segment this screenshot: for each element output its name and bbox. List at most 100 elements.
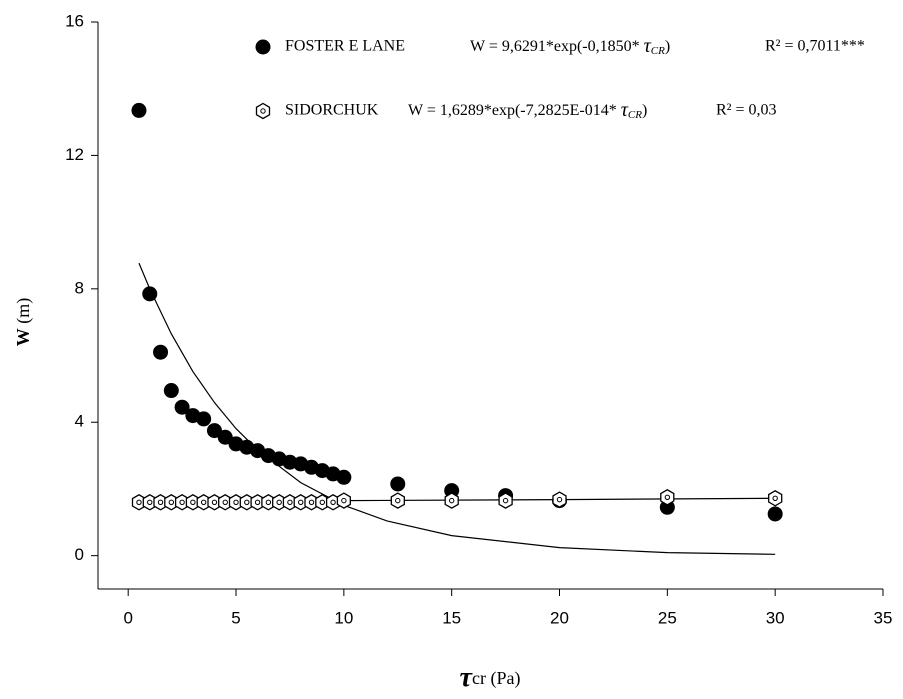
- legend-label: FOSTER E LANE: [285, 38, 405, 55]
- marker-dot: [448, 497, 455, 504]
- marker-dot: [772, 495, 778, 501]
- point-hexagon: [315, 494, 330, 511]
- marker-dot: [276, 499, 282, 505]
- point-circle: [142, 286, 158, 302]
- marker-shape: [659, 499, 675, 515]
- marker-dot: [260, 108, 266, 114]
- marker-shape: [255, 39, 271, 55]
- x-tick-label: 5: [231, 608, 240, 627]
- marker-shape: [444, 483, 460, 499]
- point-hexagon: [239, 494, 254, 511]
- marker-dot: [330, 499, 336, 505]
- marker-dot: [287, 499, 293, 505]
- marker-dot: [254, 499, 261, 505]
- legend-equation: W = 9,6291*exp(-0,1850* τCR): [470, 35, 670, 57]
- point-hexagon: [293, 494, 308, 511]
- point-hexagon: [282, 494, 298, 511]
- point-circle: [217, 429, 233, 445]
- x-axis-label: τcr (Pa): [460, 662, 521, 693]
- marker-shape: [131, 102, 147, 118]
- point-hexagon: [768, 490, 783, 507]
- equation-part: W = 1,6289*exp(-7,2825E-014*: [408, 102, 621, 119]
- marker-shape: [163, 383, 179, 399]
- y-tick-label: 12: [65, 145, 84, 164]
- point-circle: [390, 476, 406, 492]
- y-tick-label: 16: [65, 11, 84, 30]
- x-tick-label: 10: [334, 608, 353, 627]
- marker-dot: [157, 499, 164, 505]
- marker-dot: [308, 499, 315, 505]
- marker-dot: [265, 499, 272, 505]
- point-circle: [444, 483, 460, 499]
- marker-dot: [190, 499, 196, 505]
- point-circle: [163, 383, 179, 399]
- marker-dot: [319, 499, 325, 505]
- marker-dot: [168, 499, 175, 505]
- legend-equation: W = 1,6289*exp(-7,2825E-014* τCR): [408, 99, 647, 121]
- y-axis-label-main: W: [13, 328, 33, 346]
- marker-shape: [206, 423, 222, 439]
- legend-r2: R² = 0,7011***: [765, 38, 865, 55]
- point-hexagon: [207, 494, 222, 511]
- point-circle: [131, 102, 147, 118]
- marker-dot: [200, 499, 207, 505]
- y-axis-label: W (m): [13, 298, 34, 347]
- point-circle: [255, 39, 271, 55]
- equation-part: W = 9,6291*exp(-0,1850*: [470, 38, 644, 55]
- x-tick-label: 30: [766, 608, 785, 627]
- point-hexagon: [552, 491, 567, 508]
- point-circle: [336, 469, 352, 485]
- equation-part: ): [642, 102, 647, 119]
- marker-shape: [336, 469, 352, 485]
- marker-shape: [153, 344, 169, 360]
- point-hexagon: [336, 492, 351, 509]
- marker-shape: [767, 506, 783, 522]
- marker-dot: [664, 494, 671, 500]
- x-tick-label: 20: [550, 608, 569, 627]
- marker-dot: [244, 499, 250, 505]
- point-hexagon: [444, 492, 459, 509]
- legend-label: SIDORCHUK: [285, 102, 379, 119]
- marker-shape: [390, 476, 406, 492]
- marker-dot: [341, 497, 347, 504]
- legend-r2: R² = 0,03: [716, 102, 777, 119]
- point-hexagon: [498, 492, 513, 509]
- y-tick-label: 4: [75, 412, 84, 431]
- marker-dot: [211, 499, 218, 505]
- point-hexagon: [164, 494, 179, 511]
- point-circle: [206, 423, 222, 439]
- equation-part: CR: [651, 45, 665, 57]
- equation-part: τ: [621, 99, 629, 121]
- equation-part: CR: [628, 109, 642, 121]
- marker-shape: [217, 429, 233, 445]
- x-tick-label: 15: [442, 608, 461, 627]
- marker-shape: [142, 286, 158, 302]
- point-hexagon: [660, 489, 675, 506]
- marker-dot: [222, 499, 228, 505]
- marker-dot: [233, 499, 239, 505]
- point-circle: [767, 506, 783, 522]
- x-tick-label: 35: [874, 608, 893, 627]
- y-axis-label-unit: (m): [13, 298, 34, 329]
- x-axis-label-rest: cr (Pa): [472, 668, 520, 689]
- point-hexagon: [390, 492, 405, 509]
- x-axis-label-symbol: τ: [460, 662, 474, 693]
- marker-dot: [556, 496, 563, 503]
- equation-part: ): [665, 38, 670, 55]
- point-circle: [174, 399, 190, 415]
- marker-dot: [179, 499, 185, 505]
- marker-shape: [174, 399, 190, 415]
- marker-dot: [136, 499, 142, 505]
- marker-dot: [298, 499, 304, 505]
- x-tick-label: 25: [658, 608, 677, 627]
- fit-line: [138, 262, 776, 555]
- equation-part: τ: [644, 35, 652, 57]
- y-tick-label: 8: [75, 278, 84, 297]
- marker-dot: [147, 499, 153, 505]
- point-circle: [659, 499, 675, 515]
- marker-dot: [395, 497, 401, 504]
- point-circle: [153, 344, 169, 360]
- point-hexagon: [255, 102, 271, 120]
- marker-dot: [502, 497, 509, 504]
